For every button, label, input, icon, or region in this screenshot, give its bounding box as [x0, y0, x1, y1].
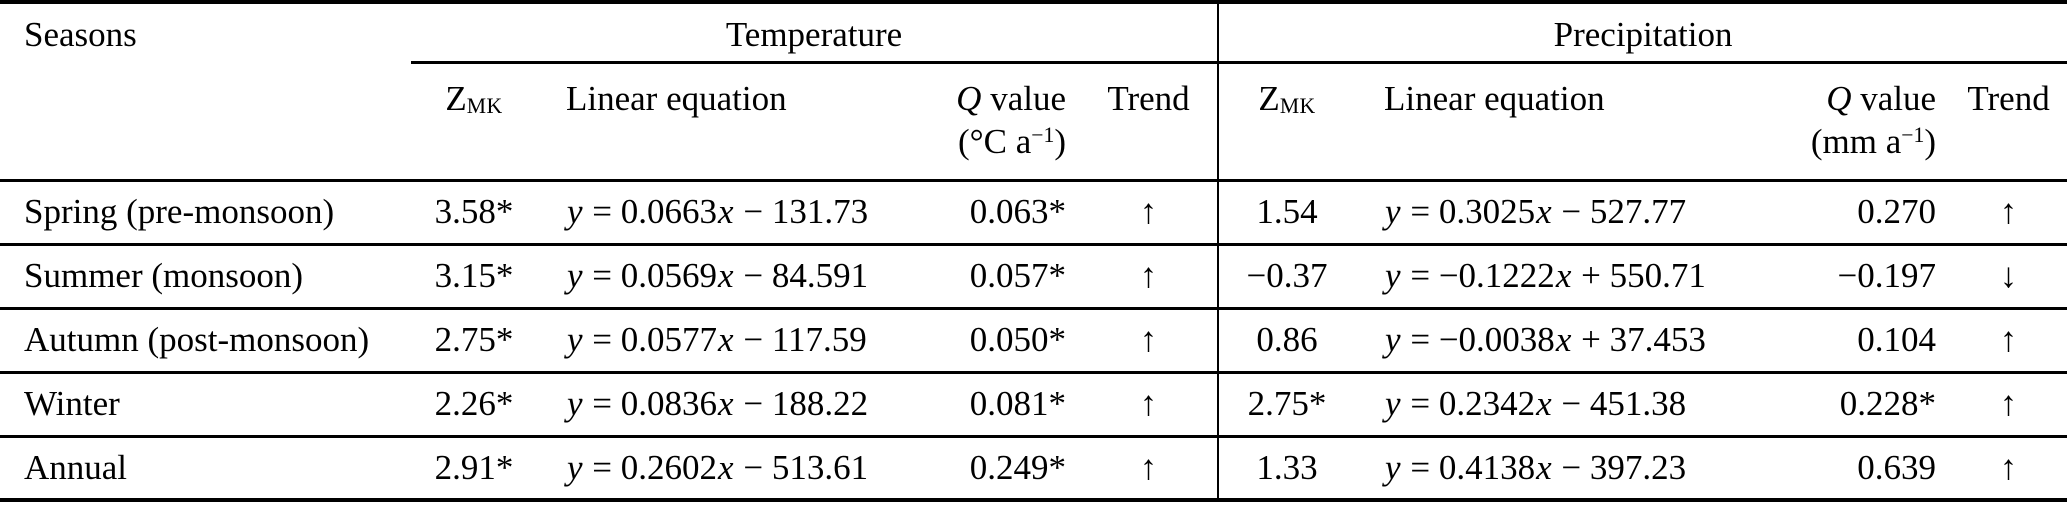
- equation-temp-cell: y = 0.0663x − 131.73: [537, 180, 950, 246]
- equation-precip-cell: y = −0.1222x + 550.71: [1355, 244, 1771, 310]
- zmk-temp-cell: 3.15*: [411, 244, 537, 310]
- col-header-q-value-temp: Q value (°C a−1): [950, 62, 1080, 182]
- trend-temp-arrow: ↑: [1080, 180, 1219, 246]
- group-header-precipitation: Precipitation: [1217, 2, 2067, 64]
- q-value-label: Q value: [1826, 79, 1936, 118]
- q-symbol: Q: [1826, 78, 1852, 118]
- zmk-precip-cell: 2.75*: [1217, 372, 1356, 438]
- zmk-temp-cell: 3.58*: [411, 180, 537, 246]
- q-value-temp-cell: 0.249*: [950, 436, 1080, 502]
- table-row-summer: Summer (monsoon) 3.15* y = 0.0569x − 84.…: [0, 244, 2067, 310]
- col-header-seasons: Seasons: [0, 2, 411, 182]
- group-header-temperature: Temperature: [411, 2, 1219, 64]
- q-unit-precip: (mm a−1): [1811, 122, 1936, 161]
- zmk-label: ZMK: [445, 78, 503, 119]
- zmk-base: Z: [445, 78, 467, 118]
- season-cell: Winter: [0, 372, 411, 438]
- zmk-precip-cell: 1.54: [1217, 180, 1356, 246]
- trend-temp-arrow: ↑: [1080, 244, 1219, 310]
- col-header-zmk-precip: ZMK: [1217, 62, 1356, 182]
- zmk-precip-cell: −0.37: [1217, 244, 1356, 310]
- table-row-autumn: Autumn (post-monsoon) 2.75* y = 0.0577x …: [0, 308, 2067, 374]
- season-cell: Autumn (post-monsoon): [0, 308, 411, 374]
- table-row-annual: Annual 2.91* y = 0.2602x − 513.61 0.249*…: [0, 436, 2067, 502]
- group-header-row: Seasons Temperature Precipitation: [0, 2, 2067, 182]
- q-value-label: Q value: [956, 79, 1066, 118]
- q-value-temp-cell: 0.063*: [950, 180, 1080, 246]
- equation-temp-cell: y = 0.0577x − 117.59: [537, 308, 950, 374]
- trend-temp-arrow: ↑: [1080, 436, 1219, 502]
- col-header-q-value-precip: Q value (mm a−1): [1770, 62, 1951, 182]
- q-value-precip-cell: −0.197: [1770, 244, 1951, 310]
- col-header-zmk-temp: ZMK: [411, 62, 537, 182]
- q-symbol: Q: [956, 78, 982, 118]
- q-unit-temp-close: ): [1054, 121, 1066, 161]
- col-header-linear-equation-temp: Linear equation: [537, 62, 950, 182]
- equation-precip-cell: y = 0.3025x − 527.77: [1355, 180, 1771, 246]
- trend-precip-arrow: ↓: [1950, 244, 2067, 310]
- trend-precip-arrow: ↑: [1950, 372, 2067, 438]
- q-value-word: value: [981, 78, 1066, 118]
- col-header-trend-precip: Trend: [1950, 62, 2067, 182]
- equation-temp-cell: y = 0.0569x − 84.591: [537, 244, 950, 310]
- zmk-precip-cell: 0.86: [1217, 308, 1356, 374]
- seasonal-trend-table: Seasons Temperature Precipitation ZMK Li…: [0, 0, 2067, 502]
- table-row-winter: Winter 2.26* y = 0.0836x − 188.22 0.081*…: [0, 372, 2067, 438]
- zmk-label: ZMK: [1258, 78, 1316, 119]
- zmk-temp-cell: 2.26*: [411, 372, 537, 438]
- trend-temp-arrow: ↑: [1080, 308, 1219, 374]
- q-unit-precip-open: (mm a: [1810, 121, 1902, 161]
- sub-header-row: ZMK Linear equation Q value (°C a−1) Tre…: [0, 62, 2067, 182]
- season-cell: Annual: [0, 436, 411, 502]
- col-header-trend-temp: Trend: [1080, 62, 1219, 182]
- col-header-linear-equation-precip: Linear equation: [1355, 62, 1771, 182]
- q-value-precip-cell: 0.270: [1770, 180, 1951, 246]
- trend-precip-arrow: ↑: [1950, 308, 2067, 374]
- q-unit-temp-open: (°C a: [957, 121, 1032, 161]
- equation-temp-cell: y = 0.2602x − 513.61: [537, 436, 950, 502]
- zmk-base: Z: [1258, 78, 1280, 118]
- equation-precip-cell: y = 0.4138x − 397.23: [1355, 436, 1771, 502]
- zmk-subscript: MK: [1279, 94, 1316, 119]
- q-value-precip-cell: 0.228*: [1770, 372, 1951, 438]
- q-value-temp-cell: 0.050*: [950, 308, 1080, 374]
- zmk-temp-cell: 2.91*: [411, 436, 537, 502]
- q-unit-temp: (°C a−1): [958, 122, 1066, 161]
- trend-precip-arrow: ↑: [1950, 436, 2067, 502]
- table-row-spring: Spring (pre-monsoon) 3.58* y = 0.0663x −…: [0, 180, 2067, 246]
- q-unit-temp-exponent: −1: [1031, 123, 1055, 148]
- trend-temp-arrow: ↑: [1080, 372, 1219, 438]
- q-value-temp-cell: 0.081*: [950, 372, 1080, 438]
- equation-precip-cell: y = 0.2342x − 451.38: [1355, 372, 1771, 438]
- zmk-subscript: MK: [466, 94, 503, 119]
- trend-precip-arrow: ↑: [1950, 180, 2067, 246]
- q-value-word: value: [1851, 78, 1937, 118]
- equation-precip-cell: y = −0.0038x + 37.453: [1355, 308, 1771, 374]
- season-cell: Spring (pre-monsoon): [0, 180, 411, 246]
- q-value-precip-cell: 0.104: [1770, 308, 1951, 374]
- zmk-temp-cell: 2.75*: [411, 308, 537, 374]
- zmk-precip-cell: 1.33: [1217, 436, 1356, 502]
- season-cell: Summer (monsoon): [0, 244, 411, 310]
- q-value-temp-cell: 0.057*: [950, 244, 1080, 310]
- q-value-precip-cell: 0.639: [1770, 436, 1951, 502]
- q-unit-precip-exponent: −1: [1901, 123, 1925, 148]
- q-unit-precip-close: ): [1924, 121, 1937, 161]
- equation-temp-cell: y = 0.0836x − 188.22: [537, 372, 950, 438]
